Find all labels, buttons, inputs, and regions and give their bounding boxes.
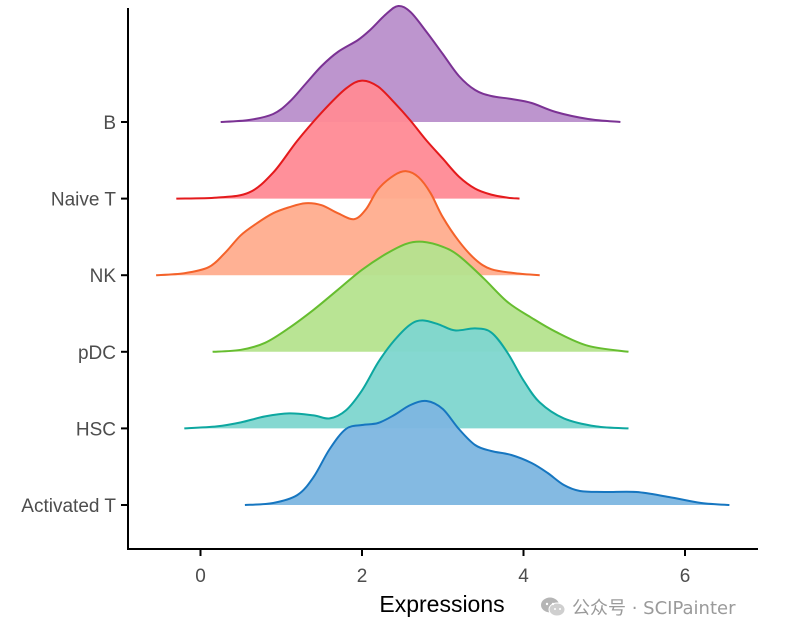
- y-tick-label: pDC: [78, 343, 116, 364]
- x-tick-label: 2: [357, 566, 368, 587]
- ridge-area-naive-t: [176, 80, 520, 199]
- ridge-line-b: [220, 4, 621, 123]
- y-axis: B Naive T NK pDC HSC Activated T: [21, 113, 128, 517]
- ridge-area-b: [220, 5, 621, 123]
- watermark-text: 公众号 · SCIPainter: [572, 598, 736, 619]
- ridge-area-activated-t: [244, 400, 730, 505]
- y-tick-label: Activated T: [21, 496, 116, 517]
- ridge-line-naive-t: [176, 79, 520, 200]
- ridge-line-pdc: [212, 240, 629, 353]
- density-ridges: [156, 4, 730, 506]
- ridge-area-hsc: [184, 320, 629, 429]
- ridge-line-activated-t: [244, 399, 730, 506]
- x-tick-label: 0: [195, 566, 206, 587]
- x-axis-title: Expressions: [379, 591, 504, 617]
- watermark: 公众号 · SCIPainter: [540, 593, 736, 621]
- y-tick-label: HSC: [76, 419, 116, 440]
- x-tick-label: 6: [680, 566, 691, 587]
- x-axis: 0 2 4 6: [195, 549, 690, 587]
- x-tick-label: 4: [518, 566, 529, 587]
- y-tick-label: NK: [90, 266, 117, 287]
- wechat-icon: [541, 597, 566, 617]
- y-tick-label: B: [103, 113, 116, 134]
- ridge-area-pdc: [212, 241, 629, 352]
- ridge-line-nk: [156, 170, 540, 277]
- y-tick-label: Naive T: [51, 190, 117, 211]
- ridge-line-hsc: [184, 319, 629, 430]
